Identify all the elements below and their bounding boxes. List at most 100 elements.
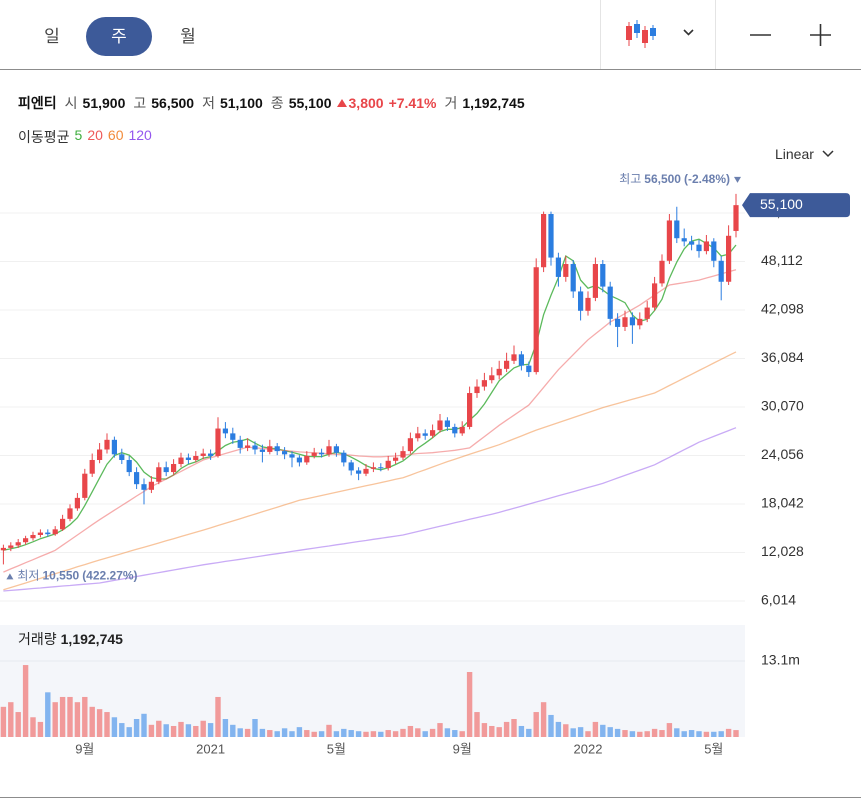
candle-body — [230, 433, 236, 440]
quote-value: 51,100 — [219, 95, 263, 111]
candle-body — [282, 451, 288, 455]
candle-body — [570, 264, 576, 292]
marker-text: 최저 — [17, 569, 39, 583]
quote-label: 고 — [133, 95, 147, 111]
volume-bar — [400, 728, 406, 737]
candle-body — [563, 264, 569, 277]
volume-bar — [96, 709, 103, 737]
candle-body — [289, 454, 295, 458]
candle-body — [8, 545, 14, 548]
volume-bar — [592, 721, 599, 737]
candle-body — [674, 220, 680, 239]
marker-text: 10,550 — [42, 569, 79, 583]
candle-body — [541, 214, 547, 268]
candle-body — [415, 433, 421, 439]
volume-bar — [104, 712, 110, 737]
volume-bar — [259, 728, 266, 737]
volume-bar — [289, 731, 295, 737]
volume-bar — [585, 731, 591, 737]
candle-body — [23, 538, 29, 543]
candle-body — [607, 286, 613, 319]
quote-label: 시 — [64, 95, 78, 111]
tab[interactable]: 주 — [86, 17, 152, 56]
volume-bar — [274, 731, 280, 737]
y-tick-label: 18,042 — [761, 495, 804, 511]
chart-type-button[interactable] — [626, 20, 694, 48]
volume-bar — [318, 731, 325, 737]
candle-body — [629, 317, 635, 326]
volume-bar — [711, 731, 717, 737]
candle-body — [74, 497, 80, 509]
volume-bar — [355, 731, 362, 737]
candle-body — [148, 481, 154, 490]
legend-entry[interactable]: 20 — [87, 127, 103, 143]
volume-bar — [185, 724, 192, 737]
ma-line — [3, 238, 737, 551]
volume-label: 거래량 — [18, 631, 57, 647]
volume-bar — [341, 728, 347, 737]
candle-body — [185, 457, 191, 460]
x-tick-label: 5월 — [704, 741, 723, 756]
volume-bar — [518, 725, 525, 737]
candle-body — [67, 508, 73, 519]
candle-body — [718, 260, 724, 282]
zoom-in-button[interactable] — [810, 24, 831, 46]
volume-bar — [111, 717, 118, 737]
x-tick-label: 2021 — [196, 741, 225, 756]
plot: 6,014 12,028 18,042 24,056 30,070 36,084 42,09… — [0, 172, 850, 756]
volume-bar — [688, 730, 695, 737]
candle-body — [45, 532, 51, 535]
volume-bar — [222, 719, 229, 737]
volume-bar — [45, 692, 51, 737]
volume-bar — [326, 724, 332, 737]
candle-body — [511, 354, 517, 361]
candle-body — [726, 235, 732, 282]
scale-dropdown[interactable]: Linear — [775, 146, 834, 162]
high-marker: 최고 56,500 (-2.48%) — [619, 172, 730, 186]
candle-body — [104, 439, 110, 450]
legend-entry[interactable]: 120 — [128, 127, 152, 143]
tab[interactable]: 월 — [180, 27, 196, 46]
y-tick-label: 30,070 — [761, 398, 804, 414]
candle-body — [333, 446, 339, 453]
y-tick-label: 48,112 — [761, 252, 803, 268]
x-tick-label: 5월 — [327, 741, 346, 756]
volume-bar — [496, 727, 502, 737]
legend-entry[interactable]: 60 — [107, 127, 124, 143]
candle-body — [467, 393, 473, 427]
x-tick-label: 9월 — [453, 741, 472, 756]
volume-bar — [311, 731, 317, 737]
quote-label: 종 — [270, 95, 284, 111]
volume-bar — [74, 702, 81, 737]
volume-bar — [526, 728, 532, 737]
volume-bar — [437, 723, 443, 737]
candle-body — [15, 542, 21, 546]
candle-body — [437, 420, 443, 431]
volume-bar — [659, 730, 665, 737]
legend-entry[interactable]: 5 — [74, 127, 83, 143]
volume-bar — [481, 723, 488, 737]
volume-bar — [15, 712, 21, 737]
y-tick-label: 6,014 — [761, 592, 796, 608]
candle-body — [600, 264, 606, 287]
candle-body — [548, 214, 554, 258]
candle-body — [666, 220, 672, 261]
volume-bar — [200, 720, 206, 737]
volume-bar — [452, 730, 458, 737]
up-arrow — [336, 99, 347, 107]
scale-mode: Linear — [775, 146, 814, 162]
candle-body — [296, 457, 302, 463]
candle-body — [141, 484, 147, 490]
volume-bar — [296, 727, 303, 737]
tab[interactable]: 일 — [44, 27, 60, 46]
candle-body — [659, 260, 665, 284]
x-tick-label: 2022 — [574, 741, 603, 756]
volume-bar — [59, 696, 66, 737]
volume-bar — [385, 730, 391, 737]
candle-body — [430, 430, 436, 436]
volume-bar — [674, 728, 680, 737]
chevron — [683, 29, 694, 36]
quote-value: 51,900 — [82, 95, 126, 111]
y-tick-label: 24,056 — [761, 446, 804, 462]
